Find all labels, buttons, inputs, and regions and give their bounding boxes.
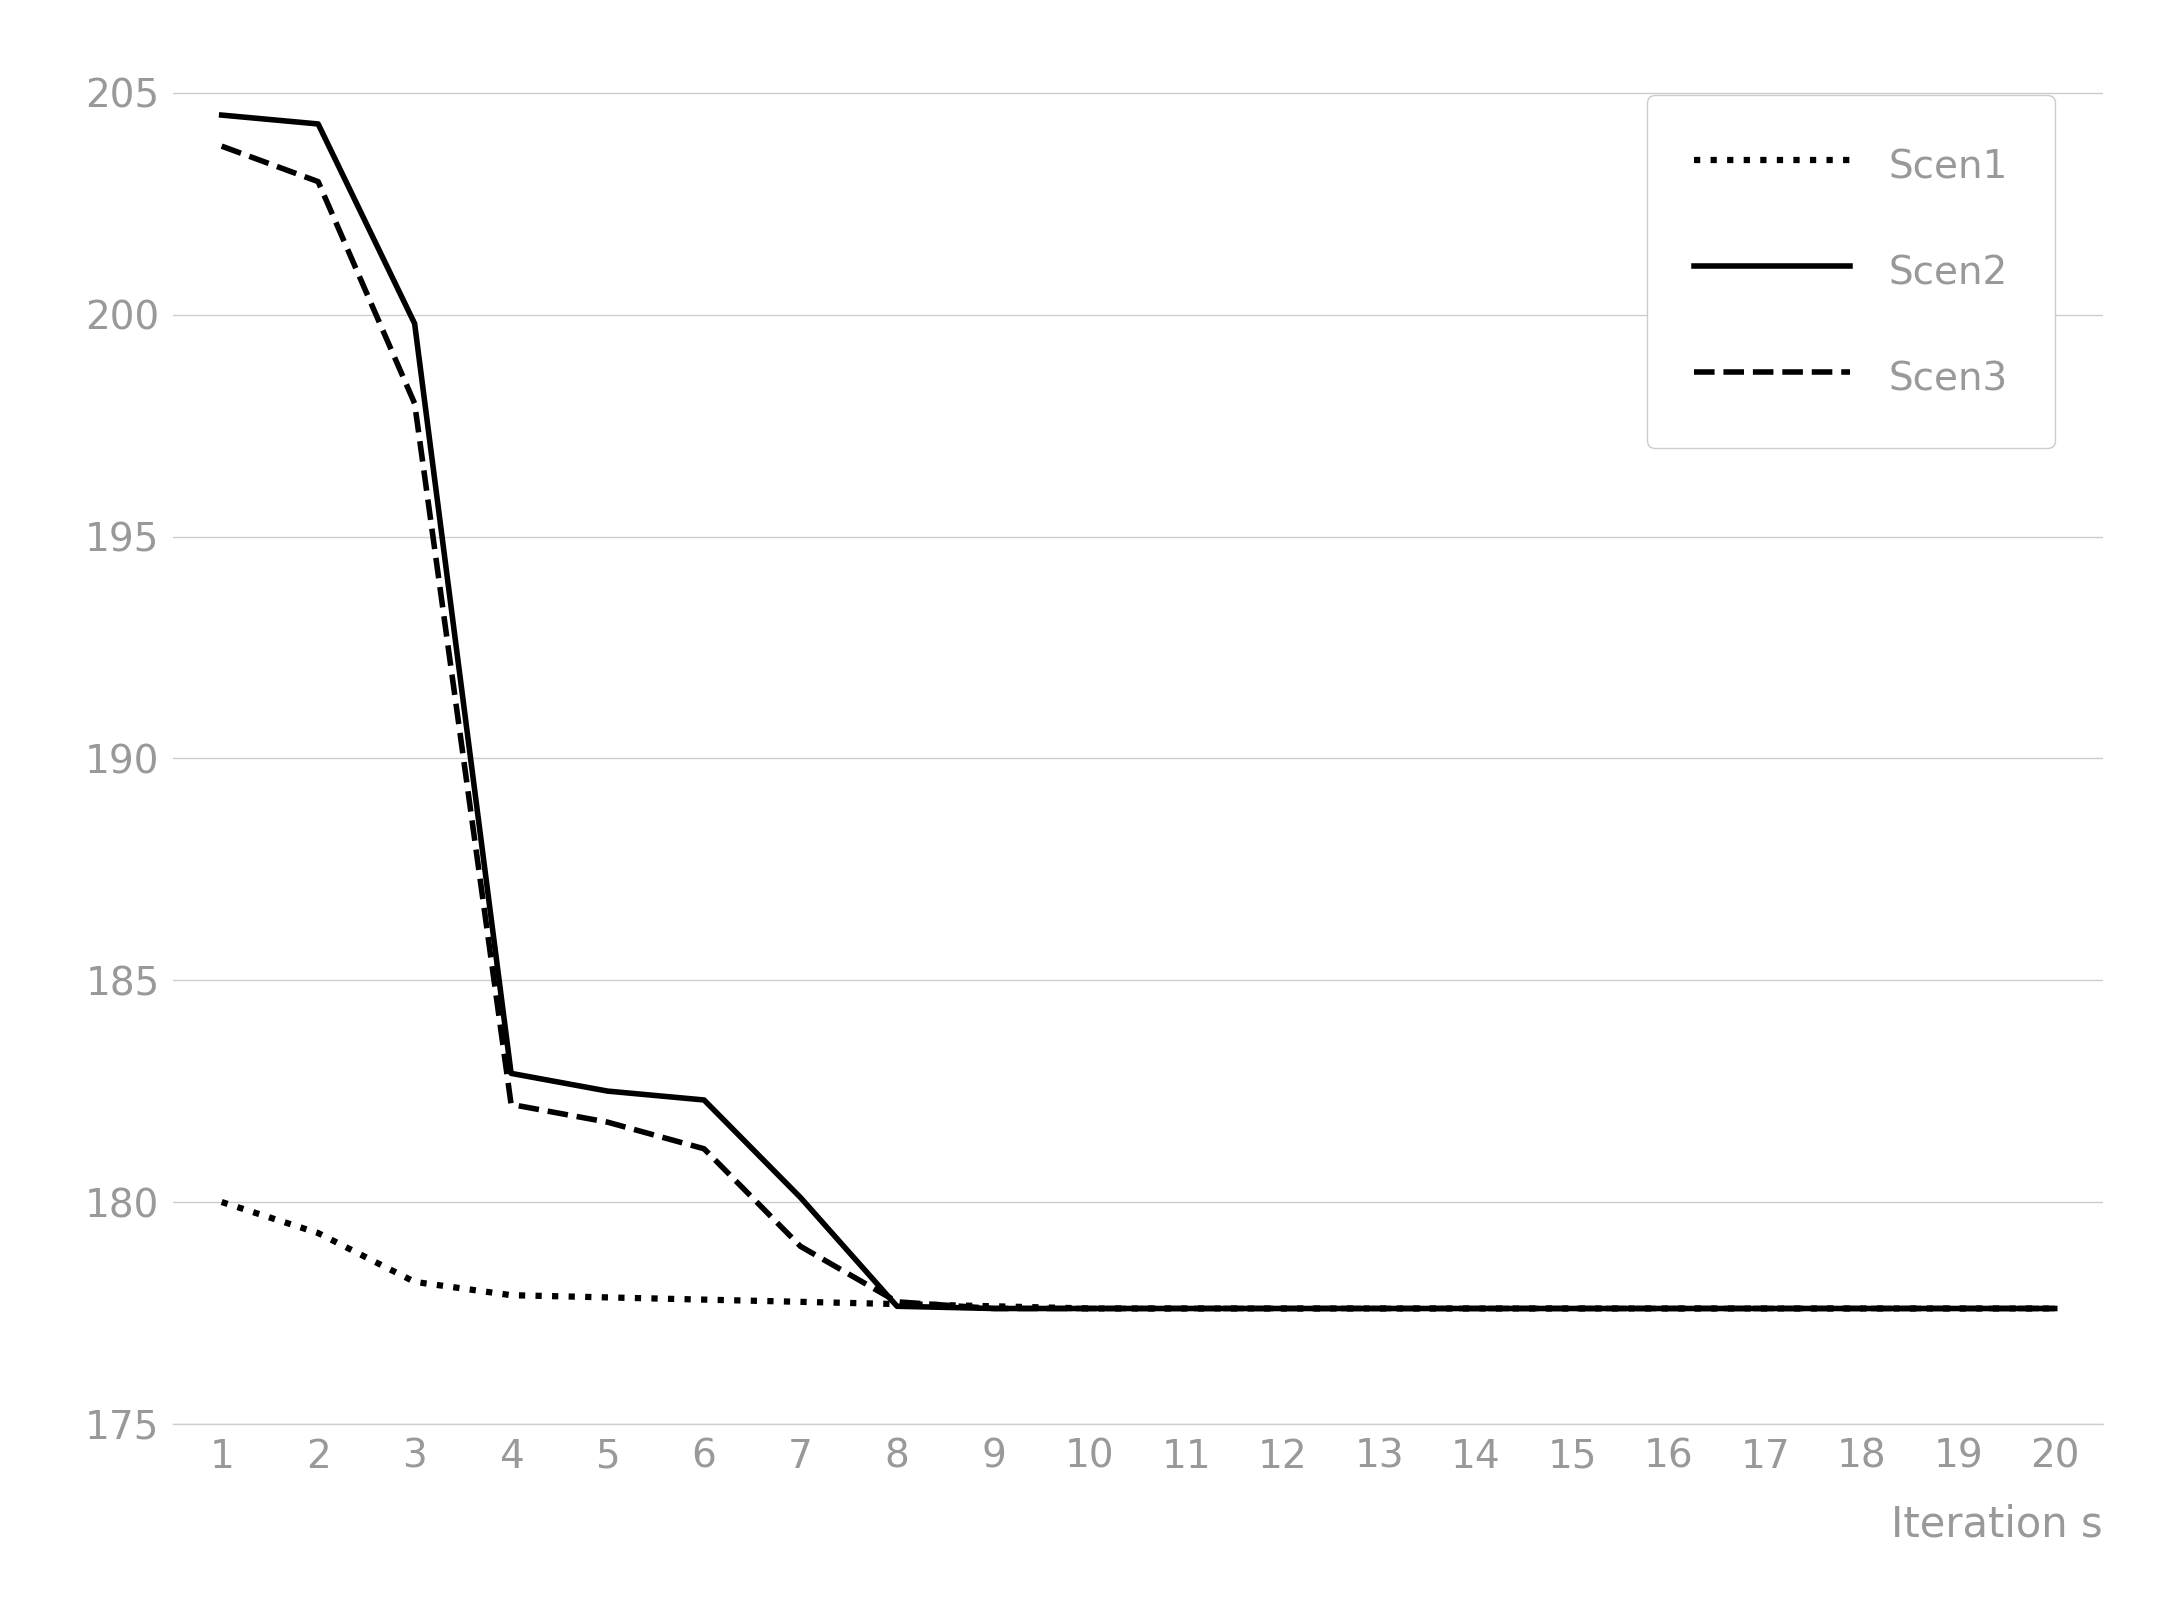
Scen3	[306, 172, 332, 191]
Scen2	[1463, 1299, 1489, 1319]
Scen3	[2042, 1299, 2068, 1319]
Scen3	[499, 1095, 525, 1115]
Scen2	[1656, 1299, 1682, 1319]
Line: Scen3: Scen3	[221, 146, 2055, 1309]
Scen3	[1945, 1299, 1971, 1319]
Scen1	[306, 1223, 332, 1243]
Scen2	[980, 1299, 1006, 1319]
X-axis label: Iteration s: Iteration s	[1890, 1503, 2103, 1545]
Scen1	[692, 1290, 718, 1309]
Scen2	[1559, 1299, 1585, 1319]
Scen1	[1945, 1299, 1971, 1319]
Scen3	[1752, 1299, 1778, 1319]
Scen3	[1463, 1299, 1489, 1319]
Scen1	[1463, 1299, 1489, 1319]
Scen2	[594, 1081, 620, 1100]
Scen1	[594, 1288, 620, 1307]
Scen3	[1077, 1299, 1104, 1319]
Scen2	[208, 105, 234, 125]
Line: Scen2: Scen2	[221, 115, 2055, 1309]
Scen3	[1366, 1299, 1392, 1319]
Scen2	[401, 314, 427, 333]
Scen1	[1366, 1299, 1392, 1319]
Scen1	[208, 1192, 234, 1212]
Scen2	[1752, 1299, 1778, 1319]
Scen2	[1366, 1299, 1392, 1319]
Scen1	[1752, 1299, 1778, 1319]
Scen2	[306, 115, 332, 134]
Scen1	[1559, 1299, 1585, 1319]
Scen3	[1656, 1299, 1682, 1319]
Scen3	[401, 393, 427, 413]
Scen2	[1270, 1299, 1296, 1319]
Scen1	[499, 1285, 525, 1304]
Scen1	[885, 1294, 911, 1314]
Scen2	[2042, 1299, 2068, 1319]
Line: Scen1: Scen1	[221, 1202, 2055, 1309]
Scen1	[1849, 1299, 1875, 1319]
Scen2	[1077, 1299, 1104, 1319]
Scen3	[1849, 1299, 1875, 1319]
Scen3	[208, 136, 234, 155]
Scen3	[1270, 1299, 1296, 1319]
Scen1	[1077, 1299, 1104, 1319]
Scen2	[692, 1091, 718, 1110]
Scen1	[401, 1272, 427, 1291]
Scen3	[1559, 1299, 1585, 1319]
Scen1	[1173, 1299, 1199, 1319]
Scen3	[787, 1236, 813, 1256]
Scen1	[1270, 1299, 1296, 1319]
Scen3	[594, 1113, 620, 1133]
Legend: Scen1, Scen2, Scen3: Scen1, Scen2, Scen3	[1648, 95, 2055, 448]
Scen3	[885, 1293, 911, 1312]
Scen1	[980, 1296, 1006, 1315]
Scen2	[1849, 1299, 1875, 1319]
Scen2	[1173, 1299, 1199, 1319]
Scen2	[885, 1296, 911, 1315]
Scen2	[787, 1188, 813, 1207]
Scen1	[2042, 1299, 2068, 1319]
Scen1	[1656, 1299, 1682, 1319]
Scen2	[499, 1063, 525, 1082]
Scen3	[1173, 1299, 1199, 1319]
Scen1	[787, 1293, 813, 1312]
Scen2	[1945, 1299, 1971, 1319]
Scen3	[980, 1299, 1006, 1319]
Scen3	[692, 1139, 718, 1158]
